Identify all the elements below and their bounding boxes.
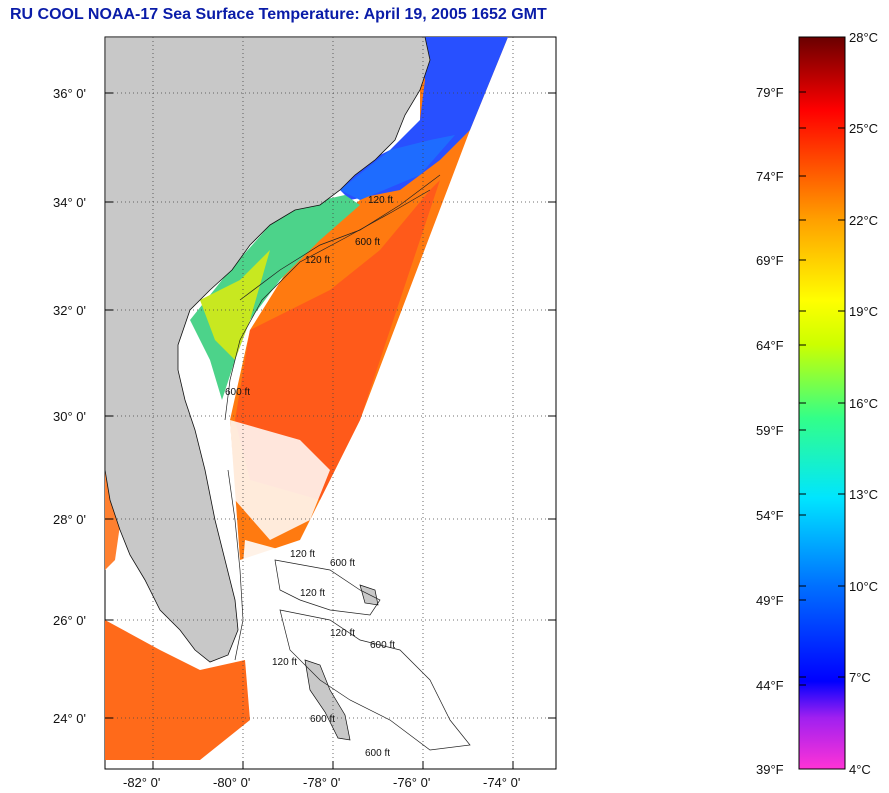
colorbar-celsius-label: 16°C <box>849 396 879 411</box>
cloud-patch <box>230 420 330 540</box>
contour-label: 120 ft <box>368 195 393 206</box>
depth-contour <box>279 609 471 751</box>
contour-label: 120 ft <box>330 628 355 639</box>
colorbar-fahrenheit-label: 74°F <box>756 169 784 184</box>
contour-label: 120 ft <box>272 657 297 668</box>
colorbar-fahrenheit-label: 44°F <box>756 678 784 693</box>
colorbar-celsius-label: 22°C <box>849 213 879 228</box>
contour-label: 120 ft <box>290 549 315 560</box>
sst-shelf-yellow <box>200 250 270 360</box>
colorbar-fahrenheit-label: 69°F <box>756 253 784 268</box>
colorbar-celsius-label: 4°C <box>849 762 871 777</box>
lon-label: -82° 0' <box>123 775 161 790</box>
colorbar-fahrenheit-label: 79°F <box>756 85 784 100</box>
lat-label: 28° 0' <box>53 512 86 527</box>
sst-cool-shelf <box>340 135 455 200</box>
contour-label: 600 ft <box>370 640 395 651</box>
lat-label: 34° 0' <box>53 195 86 210</box>
lat-label: 36° 0' <box>53 86 86 101</box>
colorbar-celsius-label: 10°C <box>849 579 879 594</box>
cloud-patch <box>240 540 300 640</box>
colorbar-celsius-label: 25°C <box>849 121 879 136</box>
colorbar-fahrenheit-label: 64°F <box>756 338 784 353</box>
contour-label: 600 ft <box>225 387 250 398</box>
depth-contour <box>224 189 431 421</box>
colorbar-fahrenheit-label: 54°F <box>756 508 784 523</box>
contour-label: 600 ft <box>310 714 335 725</box>
lon-label: -80° 0' <box>213 775 251 790</box>
lon-label: -74° 0' <box>483 775 521 790</box>
land-us <box>105 37 431 663</box>
colorbar-fahrenheit-label: 59°F <box>756 423 784 438</box>
contour-label: 120 ft <box>300 588 325 599</box>
colorbar-celsius-label: 7°C <box>849 670 871 685</box>
colorbar-fahrenheit-label: 49°F <box>756 593 784 608</box>
sst-florida-straits <box>105 620 250 760</box>
contour-label: 600 ft <box>355 237 380 248</box>
map-title: RU COOL NOAA-17 Sea Surface Temperature:… <box>10 6 547 23</box>
colorbar-fahrenheit-label: 39°F <box>756 762 784 777</box>
lon-label: -78° 0' <box>303 775 341 790</box>
lon-label: -76° 0' <box>393 775 431 790</box>
colorbar-celsius-label: 13°C <box>849 487 879 502</box>
colorbar-celsius-label: 19°C <box>849 304 879 319</box>
bahamas-land <box>359 584 379 606</box>
sst-gulfstream <box>235 180 440 500</box>
lat-label: 32° 0' <box>53 303 86 318</box>
contour-label: 600 ft <box>330 558 355 569</box>
colorbar-celsius-label: 28°C <box>849 30 879 45</box>
lat-label: 24° 0' <box>53 711 86 726</box>
lat-label: 30° 0' <box>53 409 86 424</box>
depth-contour <box>227 469 244 661</box>
depth-contour <box>274 559 381 616</box>
frame-ticks <box>105 92 556 769</box>
lat-label: 26° 0' <box>53 613 86 628</box>
colorbar-ticks <box>799 91 845 686</box>
bahamas-land <box>304 659 351 741</box>
depth-contour <box>239 174 441 301</box>
contour-label: 600 ft <box>365 748 390 759</box>
contour-label: 120 ft <box>305 255 330 266</box>
